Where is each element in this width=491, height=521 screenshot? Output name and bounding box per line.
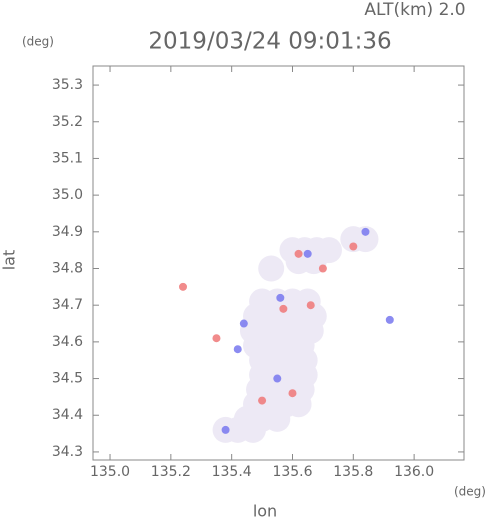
echo-point bbox=[352, 226, 379, 253]
y-tick-label: 34.9 bbox=[52, 224, 83, 240]
y-unit: (deg) bbox=[22, 35, 54, 49]
y-tick-label: 34.4 bbox=[52, 407, 83, 423]
echo-point bbox=[306, 301, 315, 310]
echo-point bbox=[276, 293, 285, 302]
echo-point bbox=[212, 334, 221, 343]
x-tick-label: 135.0 bbox=[90, 464, 130, 480]
echo-point bbox=[361, 227, 370, 236]
echo-point bbox=[233, 345, 242, 354]
x-tick-label: 135.6 bbox=[272, 464, 312, 480]
echo-point bbox=[221, 425, 230, 434]
y-tick-label: 35.1 bbox=[52, 150, 83, 166]
x-tick-label: 136.0 bbox=[394, 464, 434, 480]
echo-point bbox=[385, 315, 394, 324]
x-tick-label: 135.4 bbox=[212, 464, 252, 480]
y-tick-label: 34.3 bbox=[52, 444, 83, 460]
echo-point bbox=[349, 242, 358, 251]
echo-point bbox=[294, 249, 303, 258]
echo-point bbox=[285, 391, 312, 418]
y-tick-label: 34.7 bbox=[52, 297, 83, 313]
echo-point bbox=[239, 319, 248, 328]
echo-point bbox=[239, 416, 266, 443]
echo-point bbox=[273, 374, 282, 383]
y-tick-label: 34.6 bbox=[52, 334, 83, 350]
x-tick-label: 135.2 bbox=[151, 464, 191, 480]
echo-point bbox=[288, 389, 297, 398]
x-unit: (deg) bbox=[454, 485, 486, 499]
y-tick-label: 35.3 bbox=[52, 77, 83, 93]
y-tick-label: 34.8 bbox=[52, 261, 83, 277]
y-tick-label: 35.2 bbox=[52, 114, 83, 130]
x-tick-label: 135.8 bbox=[333, 464, 373, 480]
echo-point bbox=[258, 396, 267, 405]
plot-frame bbox=[92, 65, 465, 461]
y-tick-label: 35.0 bbox=[52, 187, 83, 203]
chart-title: 2019/03/24 09:01:36 bbox=[148, 29, 391, 55]
chart-subtitle: ALT(km) 2.0 bbox=[364, 0, 465, 20]
x-axis-label: lon bbox=[253, 502, 277, 521]
echo-point bbox=[264, 405, 291, 432]
y-axis-label: lat bbox=[0, 250, 19, 271]
echo-point bbox=[258, 255, 285, 282]
echo-point bbox=[179, 282, 188, 291]
echo-point bbox=[303, 249, 312, 258]
y-tick-label: 34.5 bbox=[52, 371, 83, 387]
echo-point bbox=[318, 264, 327, 273]
echo-point bbox=[279, 304, 288, 313]
plot-area bbox=[179, 226, 394, 443]
